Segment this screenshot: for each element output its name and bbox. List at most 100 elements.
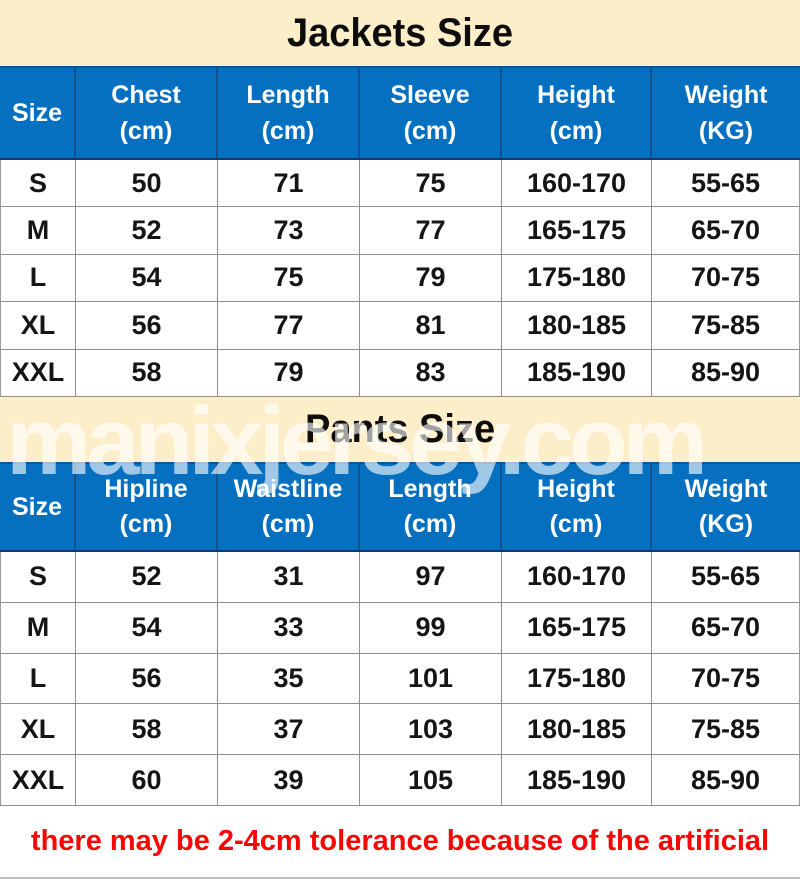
table-cell: 160-170 [502,551,652,602]
column-header-label: Height [537,474,615,503]
jackets-table-body: S 50 71 75 160-170 55-65 M 52 73 77 165-… [0,160,800,397]
table-cell: 165-175 [502,207,652,254]
footer-note-area: there may be 2-4cm tolerance because of … [0,805,800,879]
table-cell: 83 [360,349,502,396]
column-header-size: Size [0,463,76,550]
table-cell: 85-90 [690,357,761,388]
table-cell: 37 [218,704,360,755]
table-cell: 99 [360,602,502,653]
size-cell: XXL [1,349,76,396]
column-header-unit: (KG) [698,510,754,539]
table-cell: 75 [218,254,360,302]
column-header-unit: (cm) [261,116,315,145]
column-header-length: Length (cm) [218,68,360,158]
table-cell: 79 [360,254,502,302]
column-header-unit: (cm) [403,510,457,539]
table-row: S 52 31 97 160-170 55-65 [1,551,799,603]
size-cell: L [1,254,76,302]
table-cell: 35 [218,653,360,704]
table-cell: 103 [360,704,502,755]
tolerance-note: there may be 2-4cm tolerance because of … [30,824,770,857]
table-cell: 75 [360,160,502,207]
column-header-label: Height [537,80,615,109]
column-header-weight: Weight (KG) [652,68,800,158]
column-header-chest: Chest (cm) [76,68,218,158]
column-header-unit: (cm) [261,510,315,539]
column-header-height: Height (cm) [502,463,652,550]
pants-title: Pants Size [304,406,496,451]
table-row: M 52 73 77 165-175 65-70 [1,207,799,255]
table-cell: 185-190 [502,755,652,805]
table-cell: 33 [218,602,360,653]
table-row: L 56 35 101 175-180 70-75 [1,653,799,705]
table-cell: 165-175 [502,602,652,653]
column-header-label: Weight [684,80,768,109]
table-cell: 58 [76,704,218,755]
column-header-waistline: Waistline (cm) [218,463,360,550]
jackets-header-row: Size Chest (cm) Length (cm) Sleeve (cm) … [0,66,800,160]
column-header-unit: (KG) [698,116,754,145]
column-header-unit: (cm) [119,116,173,145]
table-cell: 55-65 [690,167,761,198]
column-header-label: Length [246,80,330,109]
jackets-title: Jackets Size [286,10,514,55]
table-cell: 58 [76,349,218,396]
table-cell: 60 [76,755,218,805]
column-header-label: Sleeve [390,80,470,109]
column-header-label: Size [11,492,63,521]
size-cell: XL [1,302,76,349]
pants-banner: Pants Size [0,396,800,462]
table-cell: 79 [218,349,360,396]
size-cell: L [1,653,76,704]
column-header-height: Height (cm) [502,68,652,158]
table-cell: 65-70 [690,215,761,246]
table-cell: 175-180 [502,653,652,704]
column-header-unit: (cm) [549,510,603,539]
column-header-unit: (cm) [403,116,457,145]
column-header-weight: Weight (KG) [652,464,800,550]
table-cell: 73 [218,207,360,254]
table-row: XXL 58 79 83 185-190 85-90 [1,349,799,397]
table-cell: 71 [218,160,360,207]
table-cell: 75-85 [690,713,761,744]
table-cell: 56 [76,653,218,704]
table-cell: 185-190 [502,349,652,396]
column-header-size: Size [0,68,76,158]
table-cell: 52 [76,551,218,602]
table-row: XL 58 37 103 180-185 75-85 [1,704,799,756]
table-cell: 77 [218,302,360,349]
table-cell: 52 [76,207,218,254]
jackets-banner: Jackets Size [0,0,800,66]
pants-header-row: Size Hipline (cm) Waistline (cm) Length … [0,461,800,552]
table-cell: 81 [360,302,502,349]
table-cell: 56 [76,302,218,349]
size-cell: S [1,551,76,602]
column-header-label: Length [388,474,472,503]
size-cell: S [1,160,76,207]
column-header-label: Chest [111,80,181,109]
table-row: S 50 71 75 160-170 55-65 [1,160,799,208]
table-cell: 180-185 [502,302,652,349]
size-cell: XXL [1,755,76,805]
size-cell: M [1,602,76,653]
column-header-label: Size [11,98,63,127]
table-cell: 105 [360,755,502,805]
table-row: L 54 75 79 175-180 70-75 [1,254,799,303]
column-header-label: Weight [684,474,768,503]
table-cell: 54 [76,602,218,653]
table-cell: 55-65 [690,561,761,592]
table-cell: 101 [360,653,502,704]
table-cell: 85-90 [690,764,761,795]
table-cell: 160-170 [502,160,652,207]
table-cell: 39 [218,755,360,805]
table-cell: 180-185 [502,704,652,755]
table-row: M 54 33 99 165-175 65-70 [1,602,799,654]
table-row: XL 56 77 81 180-185 75-85 [1,302,799,350]
column-header-unit: (cm) [119,510,173,539]
pants-table-body: S 52 31 97 160-170 55-65 M 54 33 99 165-… [0,551,800,806]
table-cell: 70-75 [690,262,761,293]
table-cell: 70-75 [690,662,761,693]
column-header-unit: (cm) [549,116,603,145]
size-cell: XL [1,704,76,755]
